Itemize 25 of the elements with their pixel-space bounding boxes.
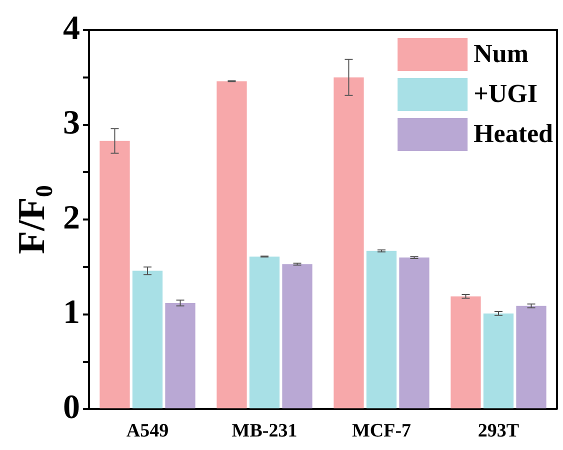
bar [249, 256, 280, 408]
bar [366, 250, 397, 408]
bar [334, 77, 364, 408]
y-tick-label: 3 [63, 104, 80, 142]
x-tick-label: 293T [478, 420, 520, 442]
bar [399, 258, 430, 408]
x-tick-label: MCF-7 [352, 420, 412, 442]
legend-label: +UGI [474, 79, 538, 108]
bar [282, 264, 312, 408]
bar [450, 296, 481, 408]
y-tick-label: 0 [63, 388, 80, 426]
y-tick-label: 1 [63, 294, 80, 332]
bar [216, 81, 247, 408]
bar [132, 270, 163, 408]
y-tick-label: 2 [63, 199, 80, 236]
bar [100, 140, 130, 408]
x-tick-label: MB-231 [232, 420, 298, 442]
y-axis-title: F/F0 [11, 185, 58, 254]
bar [516, 306, 546, 408]
legend-label: Heated [474, 119, 554, 148]
x-tick-label: A549 [126, 420, 169, 442]
y-tick-label: 4 [63, 10, 80, 47]
bar [165, 303, 196, 408]
legend-label: Num [474, 39, 529, 68]
bar [483, 313, 514, 408]
